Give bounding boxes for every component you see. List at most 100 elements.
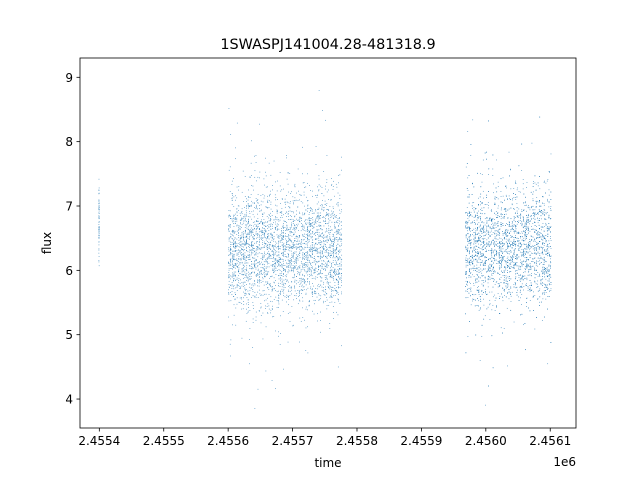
data-point xyxy=(279,261,281,263)
data-point xyxy=(324,267,326,269)
data-point xyxy=(307,271,308,273)
data-point xyxy=(283,236,284,238)
data-point xyxy=(316,288,318,290)
data-point xyxy=(515,216,516,218)
data-point xyxy=(336,256,338,258)
data-point xyxy=(246,303,247,305)
data-point xyxy=(273,266,275,267)
data-point xyxy=(332,248,334,249)
data-point xyxy=(251,284,253,286)
data-point xyxy=(326,214,328,215)
data-point xyxy=(236,219,238,220)
data-point xyxy=(305,243,307,245)
data-point xyxy=(230,275,232,277)
data-point xyxy=(238,245,240,247)
data-point xyxy=(304,275,306,277)
data-point xyxy=(502,234,504,236)
data-point xyxy=(273,270,275,271)
data-point xyxy=(484,248,486,249)
data-point xyxy=(255,229,257,230)
data-point xyxy=(234,247,236,249)
data-point xyxy=(489,266,491,268)
data-point xyxy=(273,268,275,270)
data-point xyxy=(98,234,100,236)
data-point xyxy=(335,231,337,232)
data-point xyxy=(265,299,267,301)
data-point xyxy=(537,261,539,262)
data-point xyxy=(299,317,301,319)
data-point xyxy=(539,218,540,219)
data-point xyxy=(324,277,326,278)
data-point xyxy=(326,264,327,266)
data-point xyxy=(239,219,241,221)
data-point xyxy=(535,262,537,264)
data-point xyxy=(228,292,229,293)
data-point xyxy=(331,252,333,254)
data-point xyxy=(281,217,283,218)
data-point xyxy=(249,229,251,231)
data-point xyxy=(302,234,304,236)
data-point xyxy=(294,266,296,268)
data-point xyxy=(252,231,254,233)
data-point xyxy=(471,267,473,269)
data-point xyxy=(278,301,280,303)
data-point xyxy=(233,218,235,220)
data-point xyxy=(255,319,257,321)
data-point xyxy=(315,288,317,289)
data-point xyxy=(294,220,296,221)
data-point xyxy=(295,265,297,266)
data-point xyxy=(233,271,235,273)
data-point xyxy=(313,277,315,279)
data-point xyxy=(293,269,294,271)
data-point xyxy=(336,231,338,233)
data-point xyxy=(337,204,339,206)
data-point xyxy=(328,265,330,267)
data-point xyxy=(312,219,314,221)
data-point xyxy=(296,280,298,282)
data-point xyxy=(252,250,254,251)
data-point xyxy=(251,245,253,247)
data-point xyxy=(331,290,333,291)
data-point xyxy=(257,273,259,274)
data-point xyxy=(270,219,272,220)
data-point xyxy=(528,213,529,215)
data-point xyxy=(469,281,470,283)
data-point xyxy=(262,237,263,239)
data-point xyxy=(537,252,539,254)
data-point xyxy=(98,231,100,233)
data-point xyxy=(336,248,337,249)
data-point xyxy=(332,236,334,237)
data-point xyxy=(324,221,326,222)
data-point xyxy=(281,286,283,288)
data-point xyxy=(275,204,276,206)
data-point xyxy=(276,226,278,227)
data-point xyxy=(230,241,231,243)
data-point xyxy=(275,217,276,219)
data-point xyxy=(262,274,264,275)
data-point xyxy=(289,232,291,234)
data-point xyxy=(248,279,249,281)
data-point xyxy=(270,283,271,285)
data-point xyxy=(275,280,276,281)
data-point xyxy=(338,276,339,277)
data-point xyxy=(244,273,246,275)
data-point xyxy=(252,295,254,297)
data-point xyxy=(333,235,335,237)
data-point xyxy=(228,230,230,232)
data-point xyxy=(272,189,273,191)
data-point xyxy=(246,225,248,227)
data-point xyxy=(539,263,541,264)
data-point xyxy=(470,304,472,306)
data-point xyxy=(312,195,313,197)
data-point xyxy=(541,218,542,220)
data-point xyxy=(255,225,257,227)
data-point xyxy=(297,244,299,245)
data-point xyxy=(330,199,331,201)
data-point xyxy=(340,234,342,236)
data-point xyxy=(299,278,300,279)
data-point xyxy=(281,212,283,214)
data-point xyxy=(472,263,474,265)
data-point xyxy=(329,286,331,288)
data-point xyxy=(233,230,235,231)
data-point xyxy=(244,282,246,283)
